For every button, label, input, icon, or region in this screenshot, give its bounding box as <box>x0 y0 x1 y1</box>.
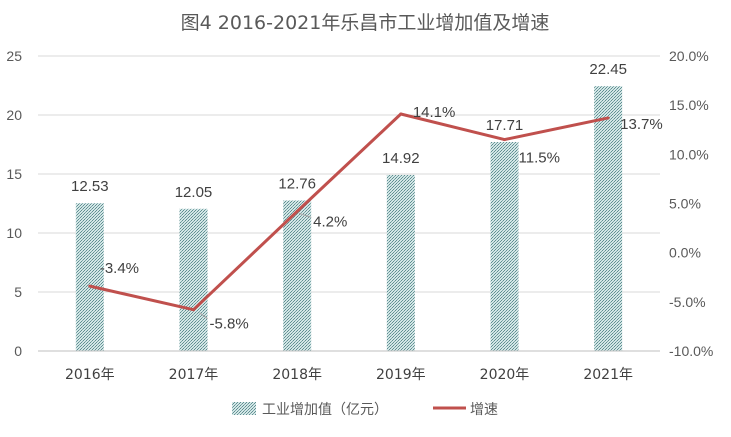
y-left-tick: 25 <box>6 48 22 64</box>
legend-bar-swatch <box>232 402 256 415</box>
growth-point <box>606 116 610 120</box>
growth-value-label: -3.4% <box>100 260 139 277</box>
y-left-tick: 15 <box>6 166 22 182</box>
y-right-tick: 10.0% <box>669 146 709 162</box>
y-left-tick: 10 <box>6 225 22 241</box>
axes: 0 5 10 15 20 25 -10.0% -5.0% 0.0% 5.0% 10.0% 15.0% 2… <box>6 48 713 383</box>
chart-title: 图4 2016-2021年乐昌市工业增加值及增速 <box>181 12 550 34</box>
label-leader-line <box>199 312 208 320</box>
y-right-tick: 0.0% <box>669 245 701 261</box>
bar-value-label: 22.45 <box>589 61 627 78</box>
x-tick-label: 2020年 <box>480 367 530 383</box>
bar <box>490 142 519 351</box>
line-series <box>88 112 610 312</box>
label-leader-line <box>299 212 312 218</box>
bar <box>283 200 312 351</box>
bar <box>594 86 623 351</box>
x-tick-label: 2019年 <box>376 367 426 383</box>
y-right-tick: 20.0% <box>669 48 709 64</box>
growth-line <box>89 112 609 312</box>
bar-value-label: 12.76 <box>278 175 316 192</box>
x-tick-label: 2017年 <box>169 367 219 383</box>
legend-bar-label: 工业增加值（亿元） <box>262 402 388 418</box>
growth-point <box>295 209 299 213</box>
data-labels: 12.53 12.05 12.76 14.92 17.71 22.45 -3.4% -5.8%… <box>71 61 663 333</box>
bar-value-label: 14.92 <box>382 150 420 167</box>
legend: 工业增加值（亿元） 增速 <box>232 402 498 418</box>
bar <box>75 203 104 351</box>
growth-point <box>503 138 506 142</box>
bar-value-label: 12.05 <box>175 184 213 201</box>
growth-point <box>88 284 92 288</box>
y-right-tick: -5.0% <box>669 294 706 310</box>
growth-value-label: 14.1% <box>413 104 456 121</box>
growth-value-label: -5.8% <box>210 316 249 333</box>
growth-point <box>192 308 195 312</box>
bar-value-label: 17.71 <box>486 117 524 134</box>
bar-value-label: 12.53 <box>71 178 109 195</box>
growth-value-label: 4.2% <box>313 213 347 230</box>
gridlines <box>38 55 660 293</box>
bar <box>386 174 415 351</box>
y-left-tick: 20 <box>6 107 22 123</box>
x-tick-label: 2018年 <box>272 367 322 383</box>
legend-line-label: 增速 <box>470 402 498 418</box>
y-left-tick: 0 <box>14 343 22 359</box>
x-tick-label: 2021年 <box>583 367 633 383</box>
bar-series <box>75 86 623 351</box>
growth-value-label: 13.7% <box>620 116 663 133</box>
growth-value-label: 11.5% <box>519 150 560 167</box>
y-right-tick: 5.0% <box>669 196 701 212</box>
growth-point <box>399 112 403 116</box>
y-right-tick: -10.0% <box>669 343 713 359</box>
y-right-tick: 15.0% <box>669 97 709 113</box>
y-left-tick: 5 <box>14 284 22 300</box>
bar <box>179 208 208 351</box>
x-tick-label: 2016年 <box>65 367 115 383</box>
